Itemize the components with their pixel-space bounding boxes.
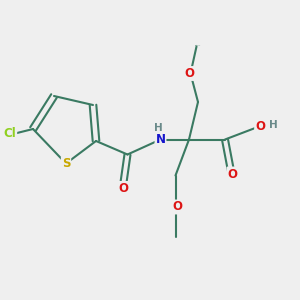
Text: H: H [154, 123, 163, 133]
Text: S: S [62, 157, 70, 170]
Text: O: O [184, 67, 194, 80]
Text: N: N [155, 133, 166, 146]
Text: Cl: Cl [4, 127, 16, 140]
Text: methoxy: methoxy [195, 44, 201, 46]
Text: O: O [172, 200, 182, 214]
Text: H: H [268, 120, 278, 130]
Text: O: O [255, 119, 265, 133]
Text: O: O [227, 167, 238, 181]
Text: O: O [118, 182, 128, 195]
